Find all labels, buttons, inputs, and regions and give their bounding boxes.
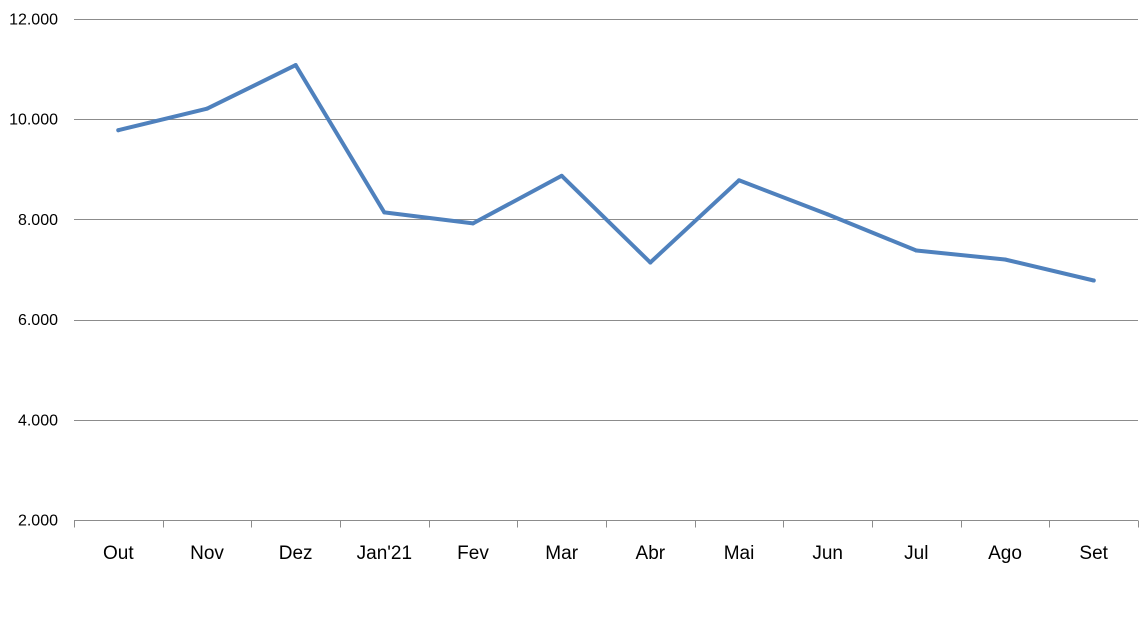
data-point (382, 210, 387, 215)
y-tick-label: 10.000 (9, 112, 58, 129)
x-tick-label: Mar (545, 543, 578, 564)
y-tick-label: 6.000 (18, 312, 58, 329)
x-tick-label: Nov (190, 543, 224, 564)
x-axis (74, 520, 1139, 528)
y-tick-label: 12.000 (9, 12, 58, 29)
x-tick-label: Out (103, 543, 134, 564)
data-point (648, 260, 653, 265)
x-tick-label: Abr (636, 543, 666, 564)
y-tick-label: 2.000 (18, 513, 58, 530)
data-point (293, 63, 298, 68)
y-tick-label: 8.000 (18, 212, 58, 229)
series-line (116, 63, 1096, 283)
x-tick-label: Mai (724, 543, 755, 564)
data-point (1003, 257, 1007, 262)
x-tick-label: Jul (904, 543, 928, 564)
data-point (825, 212, 830, 217)
data-point (559, 173, 564, 178)
data-point (471, 221, 475, 226)
x-tick-label: Dez (279, 543, 313, 564)
data-point (1091, 278, 1096, 283)
data-point (914, 248, 919, 253)
x-tick-label: Ago (988, 543, 1022, 564)
y-tick-label: 4.000 (18, 412, 58, 429)
y-axis-tick-labels: 2.000 4.000 6.000 8.000 10.000 12.000 (9, 12, 58, 530)
x-tick-label: Fev (457, 543, 489, 564)
x-axis-tick-labels: Out Nov Dez Jan'21 Fev Mar Abr Mai Jun Jul Ago Set (103, 543, 1109, 564)
data-point (737, 178, 741, 183)
series-lines (116, 63, 1096, 283)
x-tick-label: Jun (812, 543, 843, 564)
data-point (116, 128, 121, 133)
x-tick-label: Set (1079, 543, 1108, 564)
data-point (205, 106, 209, 111)
x-tick-label: Jan'21 (357, 543, 412, 564)
